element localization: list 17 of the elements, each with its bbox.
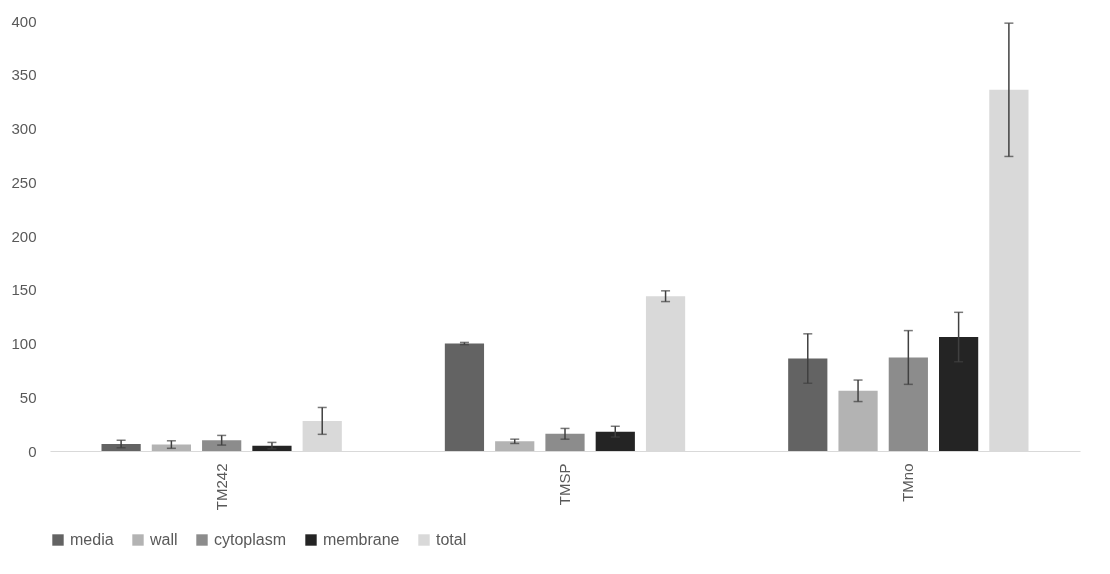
y-tick-label: 350 <box>11 66 37 84</box>
legend-label: membrane <box>323 531 400 548</box>
y-tick-label: 300 <box>11 120 37 137</box>
y-tick-label: 250 <box>11 173 37 191</box>
y-tick-label: 150 <box>11 281 37 299</box>
x-tick-label: TMno <box>899 463 917 502</box>
x-tick-label: TMSP <box>556 463 573 506</box>
legend-label: media <box>70 531 114 548</box>
y-tick-label: 200 <box>11 227 37 245</box>
y-tick-label: 50 <box>19 388 37 406</box>
legend-label: wall <box>149 531 178 548</box>
y-tick-label: 100 <box>11 335 37 352</box>
legend-label: total <box>436 531 467 548</box>
y-tick-label: 0 <box>28 442 37 460</box>
y-tick-label: 400 <box>11 12 37 30</box>
legend-label: cytoplasm <box>214 531 287 548</box>
x-tick-label: TM242 <box>212 463 230 511</box>
